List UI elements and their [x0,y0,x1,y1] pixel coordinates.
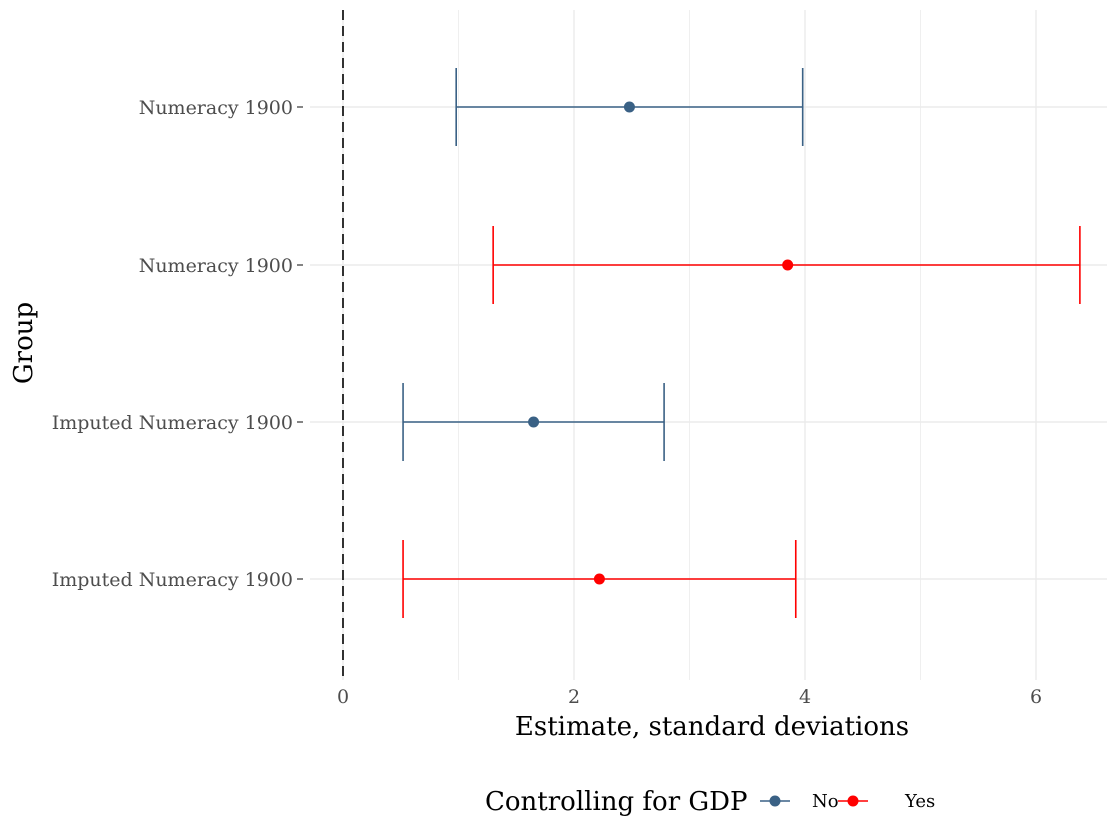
x-tick-label: 6 [1030,686,1042,708]
estimate-point [782,259,794,271]
interval-bars [402,68,1081,618]
legend-title: Controlling for GDP [485,787,748,816]
estimate-point [623,101,635,113]
x-tick-labels: 0 2 4 6 [337,686,1042,708]
legend-label: No [812,791,839,812]
legend-label: Yes [904,791,935,812]
x-tick-label: 4 [799,686,811,708]
legend-key-point [847,795,859,807]
y-tick-label: Imputed Numeracy 1900 [52,569,293,591]
y-axis-title: Group [9,302,39,384]
x-axis-title: Estimate, standard deviations [515,712,909,742]
interval-row [455,68,804,146]
y-tick-label: Imputed Numeracy 1900 [52,412,293,434]
y-tick-label: Numeracy 1900 [139,255,293,277]
interval-row [402,540,797,618]
y-tick-label: Numeracy 1900 [139,97,293,119]
legend-key-point [769,795,781,807]
x-tick-label: 2 [568,686,580,708]
interval-row [402,383,665,461]
legend-item: Yes [838,791,935,812]
estimate-point [528,416,540,428]
legend-items: No Yes [760,791,935,812]
legend: Controlling for GDP No Yes [485,787,935,816]
x-tick-label: 0 [337,686,349,708]
interval-row [492,226,1081,304]
legend-item: No [760,791,839,812]
estimate-point [593,573,605,585]
y-tick-labels: Numeracy 1900 Numeracy 1900 Imputed Numera… [52,97,303,591]
